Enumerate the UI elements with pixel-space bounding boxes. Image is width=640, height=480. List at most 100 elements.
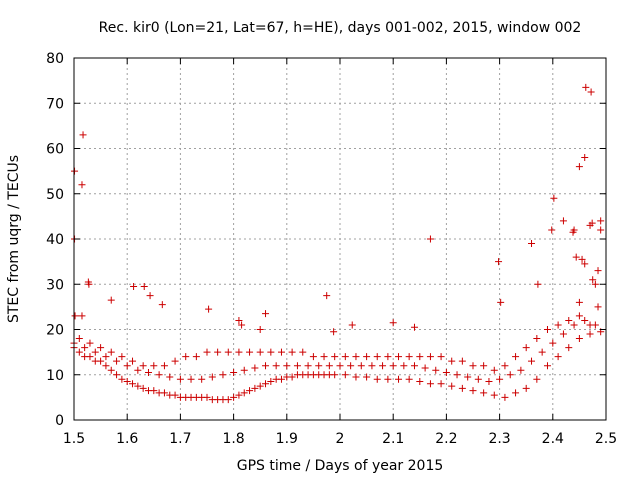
data-point <box>262 362 270 370</box>
data-point <box>581 260 589 268</box>
data-point <box>522 384 530 392</box>
data-point <box>150 387 158 395</box>
data-point <box>331 353 339 361</box>
data-point <box>538 348 546 356</box>
data-point <box>569 228 577 236</box>
data-point <box>357 362 365 370</box>
data-point <box>113 357 121 365</box>
data-point <box>160 389 168 397</box>
data-point <box>97 357 105 365</box>
data-point <box>208 373 216 381</box>
data-point <box>267 348 275 356</box>
data-point <box>235 348 243 356</box>
data-point <box>550 194 558 202</box>
data-point <box>75 348 83 356</box>
data-point <box>501 362 509 370</box>
data-point <box>251 364 259 372</box>
data-point <box>348 321 356 329</box>
data-point <box>543 326 551 333</box>
data-point <box>480 362 488 370</box>
data-point <box>512 389 520 397</box>
data-point <box>589 276 597 284</box>
data-point <box>533 335 541 343</box>
y-tick-label: 40 <box>46 232 64 248</box>
data-point <box>490 391 498 399</box>
data-point <box>549 339 557 347</box>
data-point <box>594 267 602 275</box>
data-point <box>78 181 86 189</box>
data-point <box>389 319 397 327</box>
data-point <box>160 362 168 370</box>
data-point <box>587 88 595 96</box>
data-point <box>198 375 206 383</box>
x-tick-label: 2.4 <box>542 431 564 447</box>
x-tick-label: 1.9 <box>276 431 298 447</box>
data-point <box>267 378 275 386</box>
data-point <box>102 362 110 370</box>
data-point <box>315 362 323 370</box>
data-point <box>203 348 211 356</box>
data-point <box>320 353 328 361</box>
data-point <box>331 371 339 379</box>
data-point <box>496 375 504 383</box>
data-point <box>309 353 317 361</box>
data-point <box>86 339 94 347</box>
data-point <box>78 312 86 320</box>
data-point <box>421 364 429 372</box>
data-point <box>363 353 371 361</box>
data-point <box>581 154 589 162</box>
y-tick-label: 0 <box>55 413 64 429</box>
data-point <box>410 323 418 331</box>
data-point <box>134 366 142 374</box>
data-point <box>299 348 307 356</box>
axis-ticks: 1.5 1.6 1.7 1.8 1.9 2 2.1 2.2 2.3 2.4 2.5 0 10 20 30 40… <box>46 51 617 447</box>
data-point <box>293 362 301 370</box>
data-point <box>395 353 403 361</box>
data-point <box>288 348 296 356</box>
x-tick-label: 2.2 <box>435 431 457 447</box>
data-point <box>176 375 184 383</box>
data-point <box>480 389 488 397</box>
data-point <box>238 321 246 329</box>
x-tick-label: 2.5 <box>595 431 617 447</box>
data-point <box>230 368 238 376</box>
data-point <box>578 255 586 263</box>
data-point <box>144 368 152 376</box>
data-point <box>575 312 583 320</box>
data-point <box>71 312 79 320</box>
data-point <box>464 373 472 381</box>
data-point <box>246 387 254 395</box>
data-point <box>416 378 424 386</box>
data-point <box>139 384 147 392</box>
data-point <box>118 353 126 361</box>
data-point <box>469 387 477 395</box>
x-tick-label: 2.1 <box>382 431 404 447</box>
data-point <box>123 378 131 386</box>
data-point <box>395 375 403 383</box>
data-point <box>171 391 179 399</box>
data-point <box>146 292 154 300</box>
data-point <box>512 353 520 361</box>
data-point <box>384 353 392 361</box>
data-point <box>171 357 179 365</box>
data-point <box>517 366 525 374</box>
y-tick-label: 60 <box>46 142 64 158</box>
data-point <box>214 348 222 356</box>
data-point <box>363 373 371 381</box>
data-point <box>203 393 211 401</box>
data-point <box>528 240 536 248</box>
data-point <box>352 373 360 381</box>
x-tick-label: 2 <box>336 431 345 447</box>
data-point <box>134 382 142 390</box>
data-point <box>341 371 349 379</box>
data-point <box>71 167 79 175</box>
data-point <box>368 362 376 370</box>
data-point <box>235 391 243 399</box>
data-point <box>272 362 280 370</box>
data-point <box>582 83 590 91</box>
data-point <box>572 253 580 261</box>
y-tick-label: 20 <box>46 323 64 339</box>
data-point <box>288 373 296 381</box>
data-point <box>559 217 567 225</box>
data-point <box>384 375 392 383</box>
